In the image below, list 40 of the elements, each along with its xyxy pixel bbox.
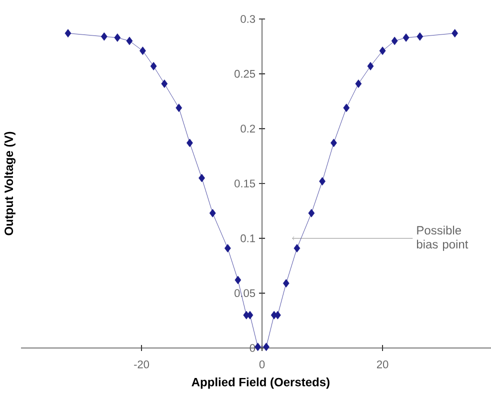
- point: [126, 36, 133, 46]
- point: [308, 208, 315, 218]
- point: [402, 33, 410, 42]
- point: [282, 279, 290, 288]
- y-tick-label: 0.3: [240, 15, 256, 23]
- point: [209, 208, 216, 218]
- x-tick-label: 0: [259, 360, 265, 368]
- point: [254, 342, 262, 352]
- point: [64, 29, 72, 38]
- point: [343, 104, 350, 112]
- point: [319, 177, 326, 186]
- point: [234, 276, 242, 284]
- y-tick-label: 0.1: [240, 234, 255, 242]
- point: [161, 80, 168, 88]
- point: [416, 32, 424, 41]
- point: [140, 46, 146, 55]
- point: [263, 342, 270, 352]
- point: [330, 138, 337, 148]
- point: [224, 244, 231, 252]
- point: [355, 80, 362, 88]
- y-tick-label: 0.25: [234, 70, 256, 78]
- point: [274, 310, 281, 320]
- y-tick-label: 0.2: [240, 124, 255, 133]
- x-tick-label: -20: [134, 360, 150, 368]
- point: [100, 32, 108, 41]
- y-axis-title: Output Voltage (V): [4, 132, 16, 236]
- point: [367, 62, 374, 70]
- point: [452, 29, 458, 38]
- point: [379, 46, 386, 55]
- x-axis-title: Applied Field (Oersteds): [192, 378, 330, 389]
- point: [294, 244, 300, 252]
- point: [176, 104, 182, 112]
- point: [198, 174, 205, 182]
- x-tick-label: 20: [376, 360, 388, 368]
- point: [391, 36, 398, 46]
- point: [150, 62, 157, 70]
- point: [114, 33, 121, 42]
- annotation: Possible bias point: [416, 226, 468, 251]
- point: [186, 138, 193, 148]
- y-tick-label: 0.15: [234, 180, 256, 188]
